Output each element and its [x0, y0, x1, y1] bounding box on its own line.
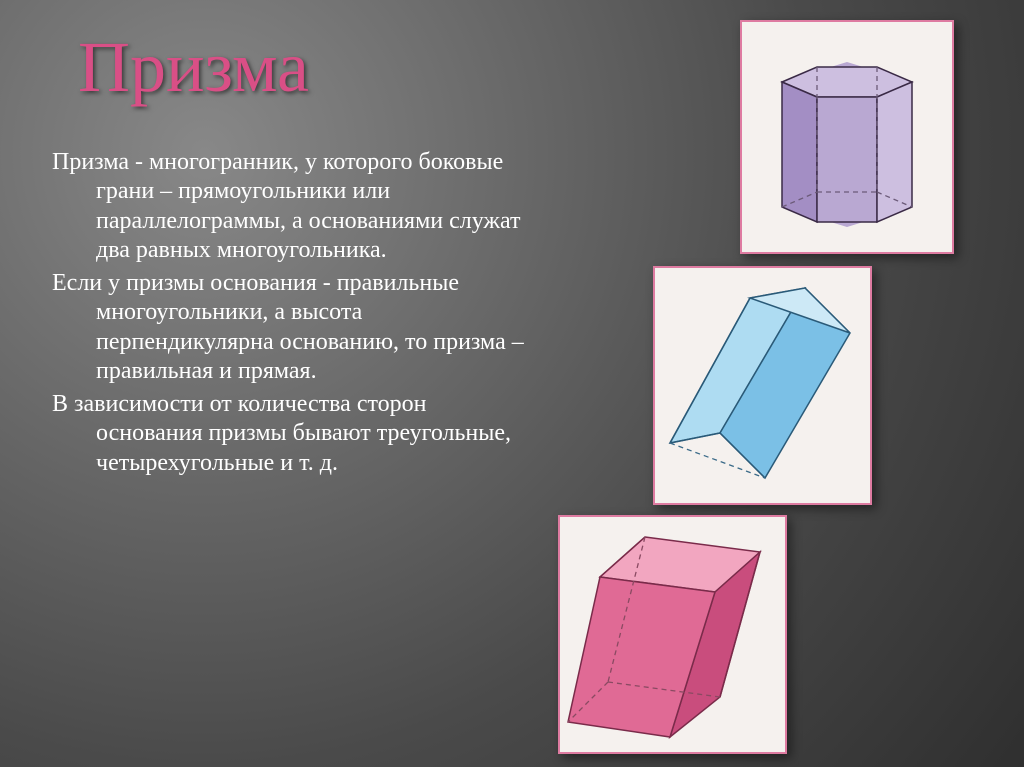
hex-prism-icon	[742, 22, 952, 252]
paragraph: В зависимости от количества сторон основ…	[52, 390, 532, 478]
figure-tri-prism	[653, 266, 872, 505]
figure-hex-prism	[740, 20, 954, 254]
paragraph: Призма - многогранник, у которого боковы…	[52, 148, 532, 265]
slide-body: Призма - многогранник, у которого боковы…	[52, 148, 532, 482]
figure-rect-prism	[558, 515, 787, 754]
tri-prism-icon	[655, 268, 870, 503]
rect-prism-icon	[560, 517, 785, 752]
slide-title: Призма	[78, 26, 309, 109]
slide: Призма Призма - многогранник, у которого…	[0, 0, 1024, 767]
paragraph: Если у призмы основания - правильные мно…	[52, 269, 532, 386]
